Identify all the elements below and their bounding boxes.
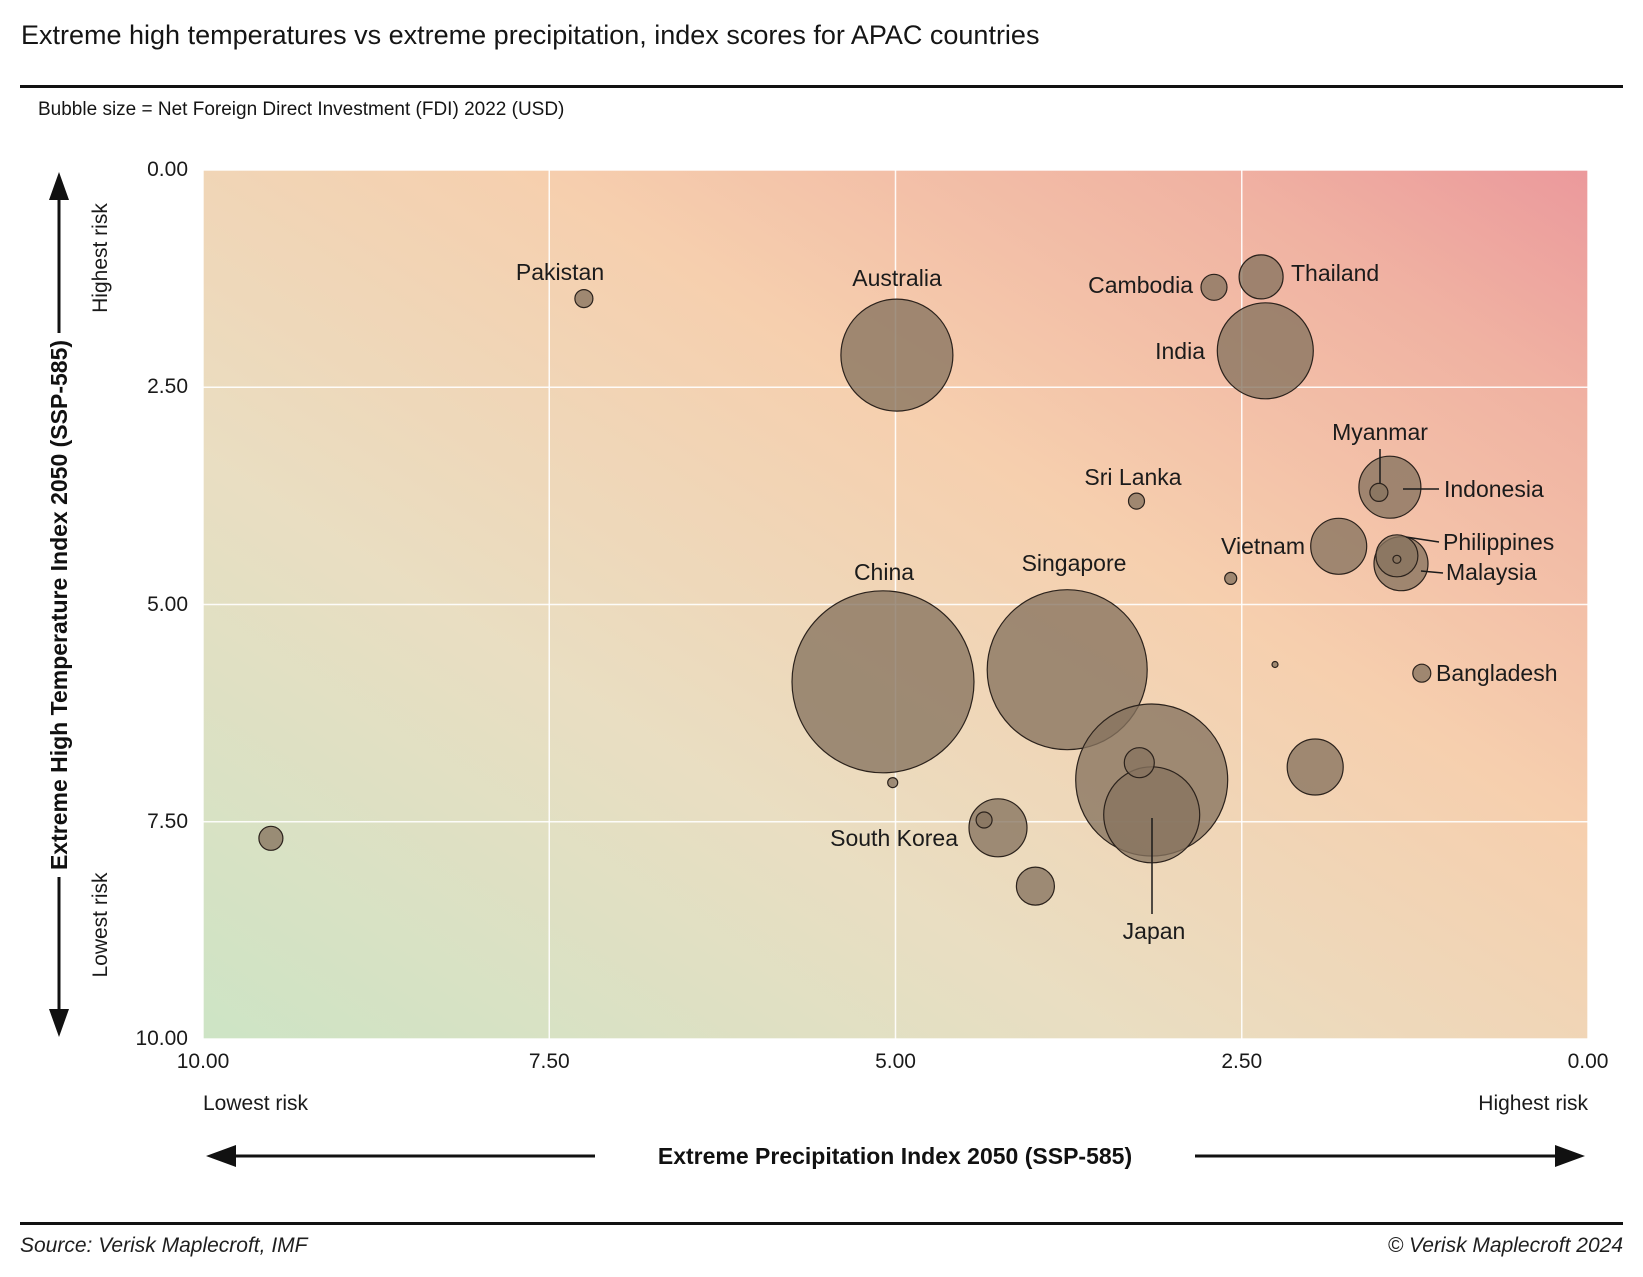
- thailand-label: Thailand: [1291, 260, 1379, 286]
- singapore-label: Singapore: [1022, 550, 1127, 576]
- x-axis-lowest-risk-label: Lowest risk: [203, 1092, 309, 1115]
- unlabeled-bubble[interactable]: [1224, 571, 1238, 585]
- pakistan-label: Pakistan: [516, 259, 604, 285]
- y-axis-highest-risk-label: Highest risk: [89, 203, 112, 313]
- y-axis-arrow: Extreme High Temperature Index 2050 (SSP…: [46, 172, 72, 1037]
- x-axis-arrow: Extreme Precipitation Index 2050 (SSP-58…: [206, 1143, 1585, 1169]
- bubble-plot: Pakistan Australia Cambodia Thailand India My…: [202, 169, 1589, 1040]
- unlabeled-bubble[interactable]: [887, 776, 899, 789]
- myanmar-bubble[interactable]: [1369, 482, 1389, 502]
- title-divider: [20, 85, 1623, 88]
- australia-label: Australia: [852, 265, 942, 291]
- y-arrow-up-head: [49, 172, 69, 200]
- y-tick-5.00: 5.00: [147, 592, 188, 616]
- y-tick-7.50: 7.50: [147, 809, 188, 833]
- cambodia-label: Cambodia: [1088, 272, 1193, 298]
- unlabeled-bubble[interactable]: [1286, 738, 1344, 796]
- pakistan-bubble[interactable]: [574, 289, 594, 309]
- source-attribution: Source: Verisk Maplecroft, IMF: [20, 1234, 308, 1257]
- china-label: China: [854, 559, 914, 585]
- y-axis-title: Extreme High Temperature Index 2050 (SSP…: [46, 340, 72, 870]
- malaysia-label: Malaysia: [1446, 559, 1537, 585]
- unlabeled-bubble[interactable]: [1123, 747, 1155, 779]
- thailand-bubble[interactable]: [1238, 254, 1284, 300]
- singapore-bubble[interactable]: [986, 589, 1148, 751]
- sri-lanka-bubble[interactable]: [1127, 492, 1146, 510]
- vietnam-label: Vietnam: [1221, 533, 1305, 559]
- x-axis-highest-risk-label: Highest risk: [1478, 1092, 1588, 1115]
- australia-bubble[interactable]: [840, 298, 954, 412]
- south-korea-bubble[interactable]: [968, 798, 1028, 858]
- unlabeled-bubble[interactable]: [1392, 554, 1402, 564]
- unlabeled-bubble[interactable]: [975, 811, 993, 829]
- y-tick-2.50: 2.50: [147, 375, 188, 399]
- malaysia-callout-line: [1420, 570, 1444, 574]
- unlabeled-bubble[interactable]: [258, 825, 284, 851]
- y-axis-lowest-risk-label: Lowest risk: [89, 872, 112, 978]
- bangladesh-bubble[interactable]: [1412, 663, 1432, 683]
- bangladesh-label: Bangladesh: [1436, 660, 1558, 686]
- x-arrow-right-head: [1555, 1145, 1585, 1167]
- x-tick-10.00: 10.00: [176, 1050, 230, 1073]
- page-title: Extreme high temperatures vs extreme pre…: [21, 20, 1040, 50]
- copyright-notice: © Verisk Maplecroft 2024: [1387, 1234, 1623, 1257]
- indonesia-label: Indonesia: [1444, 476, 1544, 502]
- philippines-callout-line: [1405, 536, 1440, 543]
- india-bubble[interactable]: [1216, 302, 1314, 400]
- y-tick-10.00: 10.00: [135, 1027, 188, 1050]
- india-label: India: [1155, 338, 1205, 364]
- y-arrow-down-head: [49, 1009, 69, 1037]
- japan-label: Japan: [1123, 918, 1186, 944]
- myanmar-label: Myanmar: [1332, 419, 1428, 445]
- footer-divider: [20, 1222, 1623, 1225]
- x-tick-0.00: 0.00: [1567, 1050, 1609, 1073]
- vietnam-bubble[interactable]: [1310, 517, 1368, 575]
- x-arrow-left-head: [206, 1145, 236, 1167]
- x-tick-5.00: 5.00: [875, 1050, 916, 1073]
- unlabeled-bubble[interactable]: [1271, 660, 1279, 669]
- indonesia-bubble[interactable]: [1358, 455, 1422, 519]
- sri-lanka-label: Sri Lanka: [1084, 464, 1181, 490]
- label-callout-lines: [1151, 449, 1444, 914]
- y-tick-0.00: 0.00: [147, 158, 188, 181]
- cambodia-bubble[interactable]: [1200, 273, 1228, 301]
- x-axis-title: Extreme Precipitation Index 2050 (SSP-58…: [658, 1143, 1132, 1169]
- unlabeled-bubble[interactable]: [1015, 866, 1056, 906]
- philippines-label: Philippines: [1443, 529, 1554, 555]
- china-bubble[interactable]: [791, 590, 975, 774]
- x-tick-7.50: 7.50: [528, 1050, 570, 1073]
- x-tick-2.50: 2.50: [1221, 1050, 1263, 1073]
- bubble-size-legend: Bubble size = Net Foreign Direct Investm…: [38, 99, 565, 120]
- south-korea-label: South Korea: [830, 825, 958, 851]
